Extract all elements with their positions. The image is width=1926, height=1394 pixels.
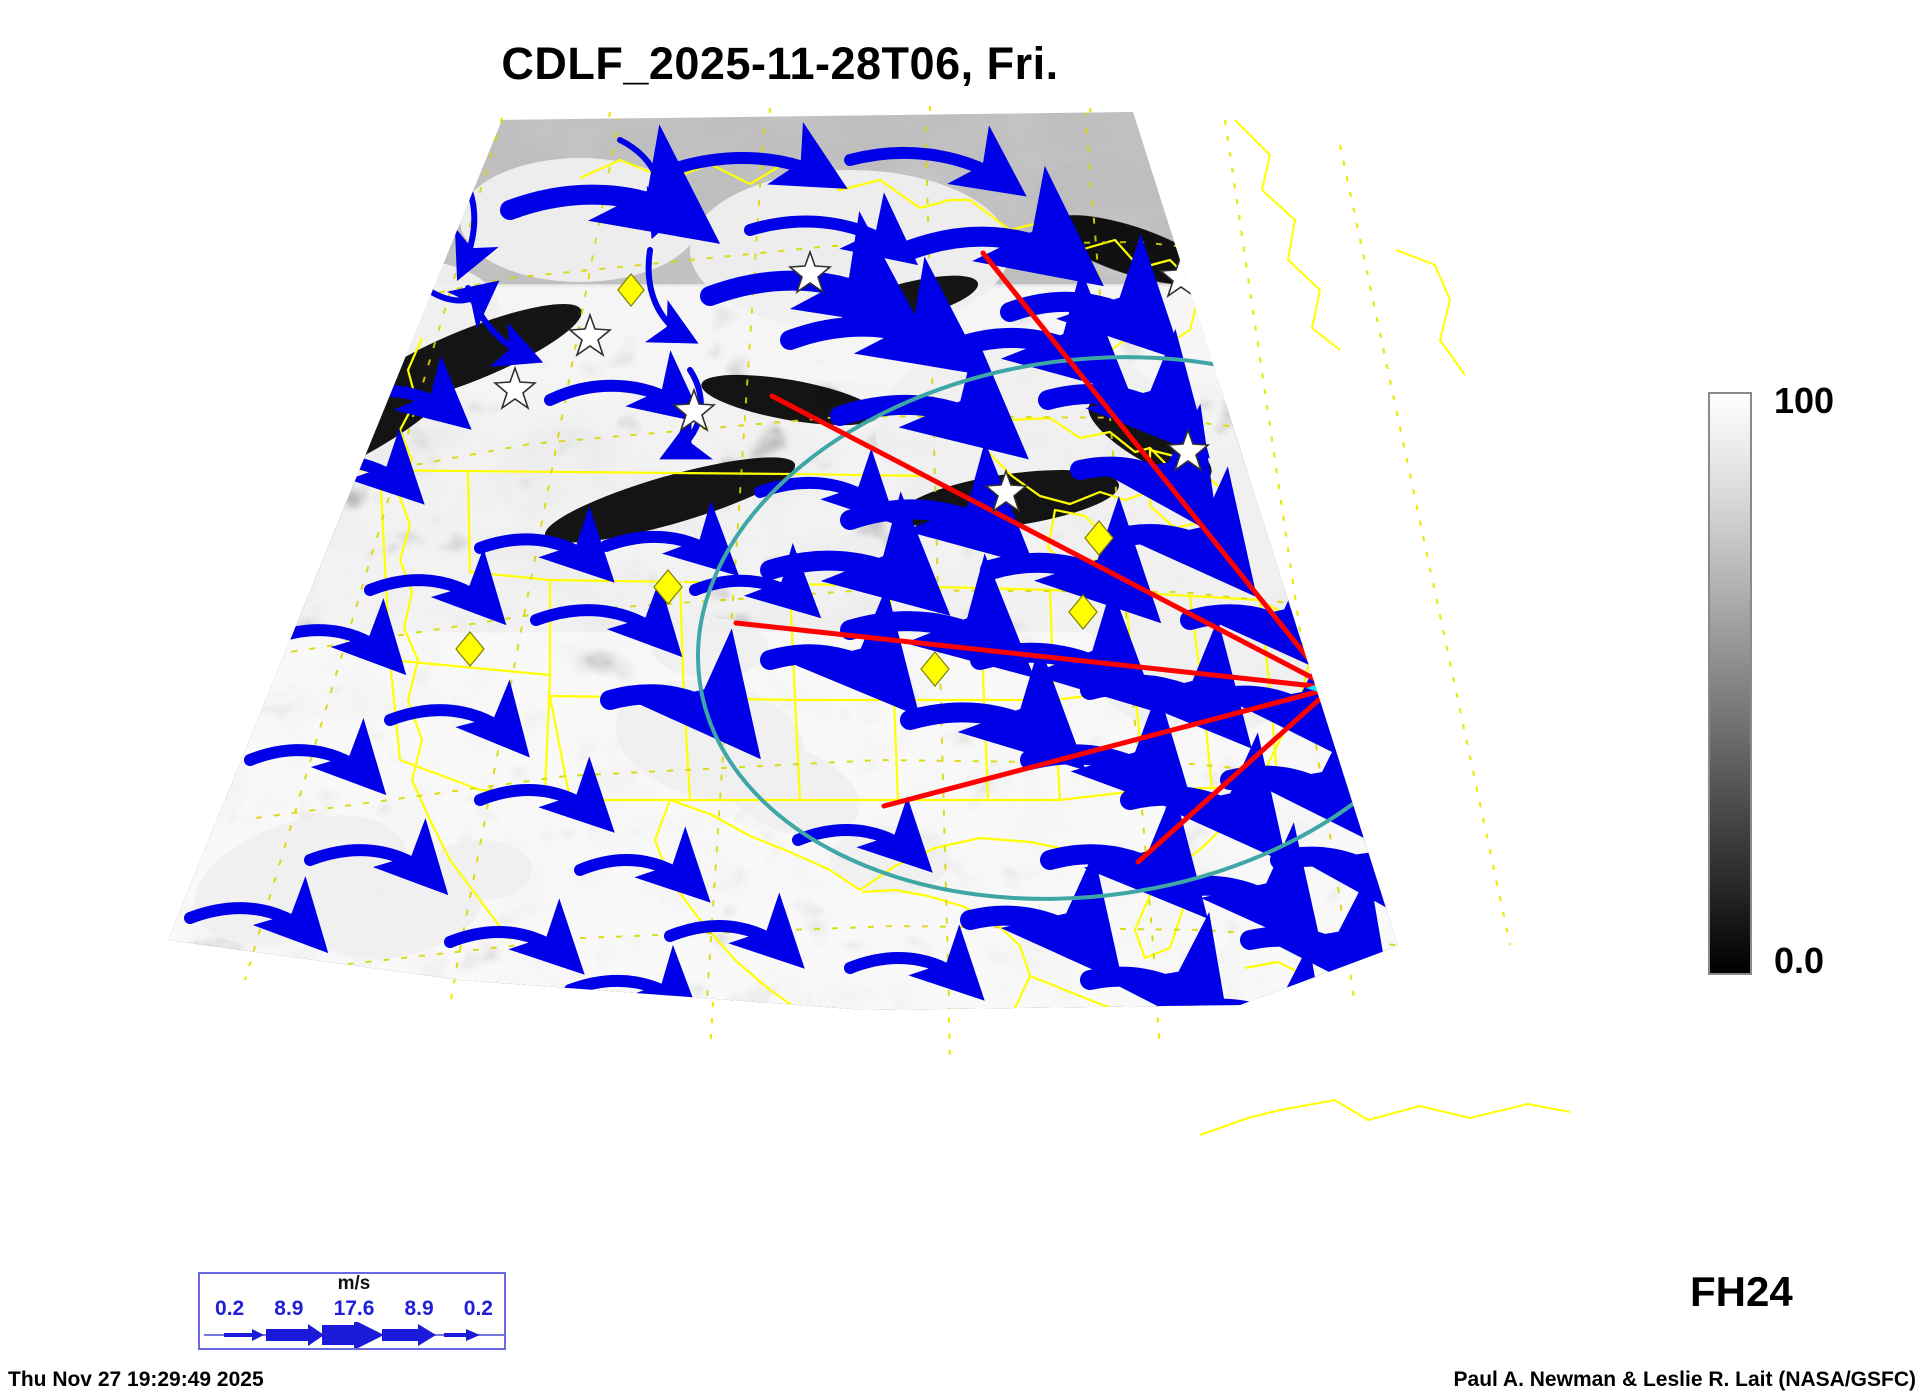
map-panel[interactable] xyxy=(150,100,1570,1160)
wind-legend-tick-4: 0.2 xyxy=(463,1297,493,1320)
forecast-hour-label: FH24 xyxy=(1690,1268,1793,1315)
wind-legend-arrow-scale xyxy=(204,1322,504,1348)
author-credit: Paul A. Newman & Leslie R. Lait (NASA/GS… xyxy=(1453,1368,1916,1391)
wind-speed-legend: m/s 0.2 8.9 17.6 8.9 0.2 xyxy=(198,1272,506,1350)
wind-legend-tick-2: 17.6 xyxy=(333,1297,375,1320)
wind-arrows xyxy=(184,121,1398,1010)
colorbar-min-label: 0.0 xyxy=(1774,940,1825,981)
colorbar: 100 0.0 xyxy=(1680,380,1920,1000)
colorbar-max-label: 100 xyxy=(1774,380,1835,421)
colorbar-gradient xyxy=(1708,392,1752,975)
wind-legend-tick-0: 0.2 xyxy=(215,1297,245,1320)
site-stars xyxy=(492,249,1211,514)
site-diamonds xyxy=(455,273,1114,687)
wind-legend-units-label: m/s xyxy=(337,1273,371,1294)
generation-timestamp: Thu Nov 27 19:29:49 2025 xyxy=(8,1368,264,1391)
wind-legend-tick-3: 8.9 xyxy=(404,1297,434,1320)
wind-legend-tick-labels: 0.2 8.9 17.6 8.9 0.2 xyxy=(200,1296,508,1322)
wind-legend-tick-1: 8.9 xyxy=(274,1297,304,1320)
page-title: CDLF_2025-11-28T06, Fri. xyxy=(501,38,1059,89)
orbit-ellipse xyxy=(695,355,1398,901)
map-canvas[interactable] xyxy=(150,100,1570,1160)
